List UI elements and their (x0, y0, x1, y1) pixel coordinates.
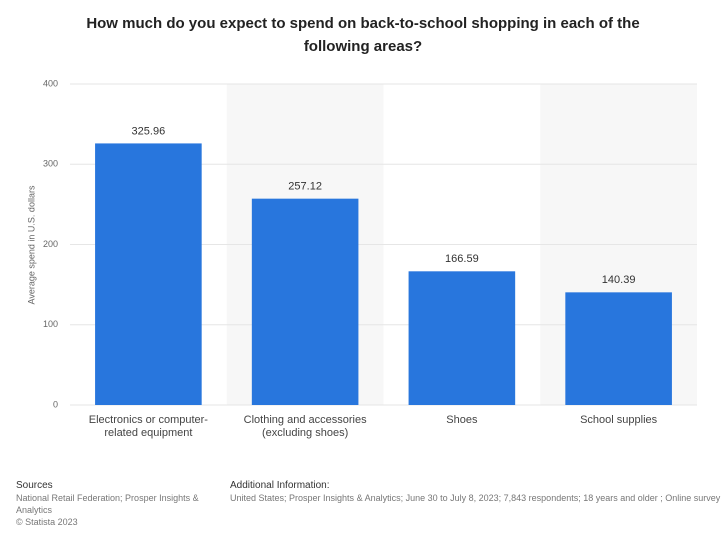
sources-heading: Sources (16, 480, 53, 491)
x-tick-label: Shoes (446, 414, 478, 426)
value-label: 166.59 (445, 253, 479, 265)
value-label: 140.39 (602, 274, 636, 286)
y-tick-label: 200 (43, 239, 58, 249)
y-tick-label: 400 (43, 78, 58, 88)
x-tick-label: School supplies (580, 414, 658, 426)
value-label: 325.96 (132, 125, 166, 137)
y-axis-label: Average spend in U.S. dollars (26, 185, 36, 304)
sources: National Retail Federation; Prosper Insi… (16, 493, 199, 515)
bar (565, 292, 672, 405)
value-label: 257.12 (288, 181, 322, 193)
y-tick-label: 300 (43, 159, 58, 169)
y-tick-label: 0 (53, 399, 58, 409)
info: United States; Prosper Insights & Analyt… (230, 493, 721, 503)
bar (95, 143, 202, 405)
chart-title: How much do you expect to spend on back-… (86, 15, 640, 55)
copyright: © Statista 2023 (16, 517, 78, 527)
x-tick-label: Electronics or computer-related equipmen… (88, 414, 208, 439)
x-tick-label: Clothing and accessories (excluding shoe… (243, 414, 367, 439)
bar (408, 271, 516, 405)
bar (251, 198, 359, 405)
y-tick-label: 100 (43, 319, 58, 329)
info-heading: Additional Information: (230, 480, 330, 491)
